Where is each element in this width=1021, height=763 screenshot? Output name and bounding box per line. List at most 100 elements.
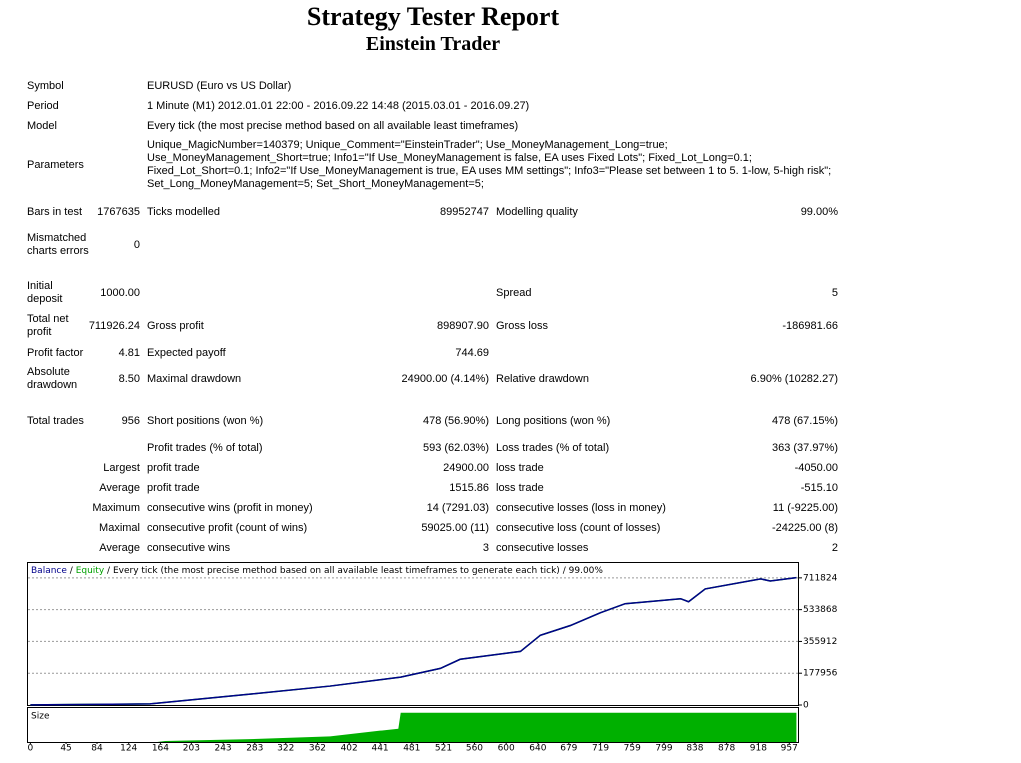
series-line xyxy=(30,576,797,706)
field-value: Average xyxy=(99,481,140,494)
field-value: 8.50 xyxy=(118,372,140,385)
field-value: 744.69 xyxy=(455,346,489,359)
field-label: Parameters xyxy=(27,158,84,171)
field-label: Symbol xyxy=(27,79,64,92)
field-value: 0 xyxy=(133,238,140,251)
field-label: Relative drawdown xyxy=(496,372,589,385)
field-value: Unique_MagicNumber=140379; Unique_Commen… xyxy=(147,139,832,190)
field-label: Maximal drawdown xyxy=(147,372,242,385)
field-label: Profit factor xyxy=(27,346,84,359)
field-label: Short positions (won %) xyxy=(147,414,264,427)
x-tick-label: 521 xyxy=(435,744,452,754)
field-label: Absolute drawdown xyxy=(27,366,78,391)
field-value: 956 xyxy=(121,414,140,427)
x-tick-label: 679 xyxy=(560,744,577,754)
y-tick-label: 177956 xyxy=(803,669,838,679)
x-tick-label: 164 xyxy=(152,744,169,754)
series-line xyxy=(30,576,797,706)
field-value: 478 (56.90%) xyxy=(422,414,489,427)
x-tick-label: 838 xyxy=(686,744,703,754)
field-label: Mismatched charts errors xyxy=(27,232,89,257)
field-label: Profit trades (% of total) xyxy=(147,441,263,454)
field-label: loss trade xyxy=(496,461,544,474)
y-tick-label: 0 xyxy=(803,701,809,711)
x-tick-label: 124 xyxy=(120,744,137,754)
field-label: Model xyxy=(27,119,57,132)
field-label: profit trade xyxy=(147,481,200,494)
x-tick-label: 600 xyxy=(498,744,515,754)
x-tick-label: 918 xyxy=(750,744,767,754)
field-label: Bars in test xyxy=(27,205,83,218)
field-value: 898907.90 xyxy=(437,319,489,332)
x-tick-label: 640 xyxy=(529,744,546,754)
field-value: 1000.00 xyxy=(100,286,140,299)
field-label: Period xyxy=(27,99,59,112)
field-label: consecutive profit (count of wins) xyxy=(147,521,308,534)
field-value: 711926.24 xyxy=(88,319,140,332)
x-tick-label: 203 xyxy=(183,744,200,754)
field-value: 89952747 xyxy=(440,205,489,218)
size-panel xyxy=(27,707,799,743)
field-value: -24225.00 (8) xyxy=(771,521,838,534)
x-tick-label: 759 xyxy=(624,744,641,754)
field-value: 59025.00 (11) xyxy=(421,521,489,534)
field-value: 1 Minute (M1) 2012.01.01 22:00 - 2016.09… xyxy=(147,99,530,112)
field-label: Long positions (won %) xyxy=(496,414,611,427)
field-value: Maximum xyxy=(92,501,140,514)
x-tick-label: 362 xyxy=(309,744,326,754)
field-label: Expected payoff xyxy=(147,346,226,359)
field-label: Ticks modelled xyxy=(147,205,220,218)
field-value: 4.81 xyxy=(118,346,140,359)
field-label: Modelling quality xyxy=(496,205,578,218)
field-value: 1515.86 xyxy=(449,481,489,494)
field-value: 593 (62.03%) xyxy=(422,441,489,454)
report-subtitle: Einstein Trader xyxy=(365,33,501,55)
field-label: Gross loss xyxy=(496,319,548,332)
field-value: -186981.66 xyxy=(782,319,838,332)
x-tick-label: 243 xyxy=(214,744,231,754)
x-tick-label: 322 xyxy=(277,744,294,754)
field-label: profit trade xyxy=(147,461,200,474)
field-value: -515.10 xyxy=(800,481,838,494)
field-value: Average xyxy=(99,541,140,554)
x-tick-label: 84 xyxy=(91,744,103,754)
y-tick-label: 533868 xyxy=(803,605,838,615)
field-value: 14 (7291.03) xyxy=(426,501,489,514)
x-tick-label: 799 xyxy=(655,744,672,754)
field-value: 5 xyxy=(831,286,838,299)
x-tick-label: 878 xyxy=(718,744,735,754)
field-value: Maximal xyxy=(99,521,140,534)
field-value: 478 (67.15%) xyxy=(771,414,838,427)
field-value: 24900.00 xyxy=(443,461,489,474)
field-value: 11 (-9225.00) xyxy=(772,501,838,514)
field-value: 363 (37.97%) xyxy=(771,441,838,454)
x-tick-label: 481 xyxy=(403,744,420,754)
x-tick-label: 441 xyxy=(371,744,388,754)
x-tick-label: 283 xyxy=(246,744,263,754)
field-label: Total trades xyxy=(27,414,84,427)
field-label: loss trade xyxy=(496,481,544,494)
field-value: Every tick (the most precise method base… xyxy=(147,119,519,132)
field-label: consecutive wins (profit in money) xyxy=(147,501,313,514)
field-label: Spread xyxy=(496,286,532,299)
field-label: Loss trades (% of total) xyxy=(496,441,610,454)
field-value: 2 xyxy=(831,541,838,554)
field-value: EURUSD (Euro vs US Dollar) xyxy=(147,79,292,92)
x-tick-label: 560 xyxy=(466,744,483,754)
field-label: Total net profit xyxy=(27,313,69,338)
x-tick-label: 719 xyxy=(592,744,609,754)
field-label: consecutive losses xyxy=(496,541,589,554)
balance-panel xyxy=(27,562,799,706)
size-title: Size xyxy=(31,712,50,722)
legend-separator: / xyxy=(70,566,74,576)
field-value: 1767635 xyxy=(97,205,140,218)
y-tick-label: 355912 xyxy=(803,637,837,647)
field-label: Initial deposit xyxy=(27,280,63,305)
field-label: Gross profit xyxy=(147,319,204,332)
field-label: consecutive loss (count of losses) xyxy=(496,521,661,534)
field-value: 3 xyxy=(482,541,489,554)
legend-balance: Balance xyxy=(31,566,67,576)
x-tick-label: 0 xyxy=(28,744,34,754)
field-value: -4050.00 xyxy=(794,461,838,474)
